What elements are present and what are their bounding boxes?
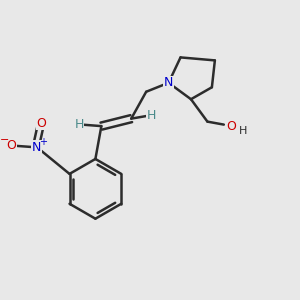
Text: H: H [147, 109, 156, 122]
Text: O: O [226, 120, 236, 133]
Text: O: O [6, 139, 16, 152]
Text: N: N [164, 76, 173, 89]
Text: N: N [32, 140, 41, 154]
Text: −: − [0, 135, 9, 145]
Text: H: H [239, 126, 248, 136]
Text: +: + [39, 136, 47, 147]
Text: O: O [36, 117, 46, 130]
Text: H: H [74, 118, 84, 131]
